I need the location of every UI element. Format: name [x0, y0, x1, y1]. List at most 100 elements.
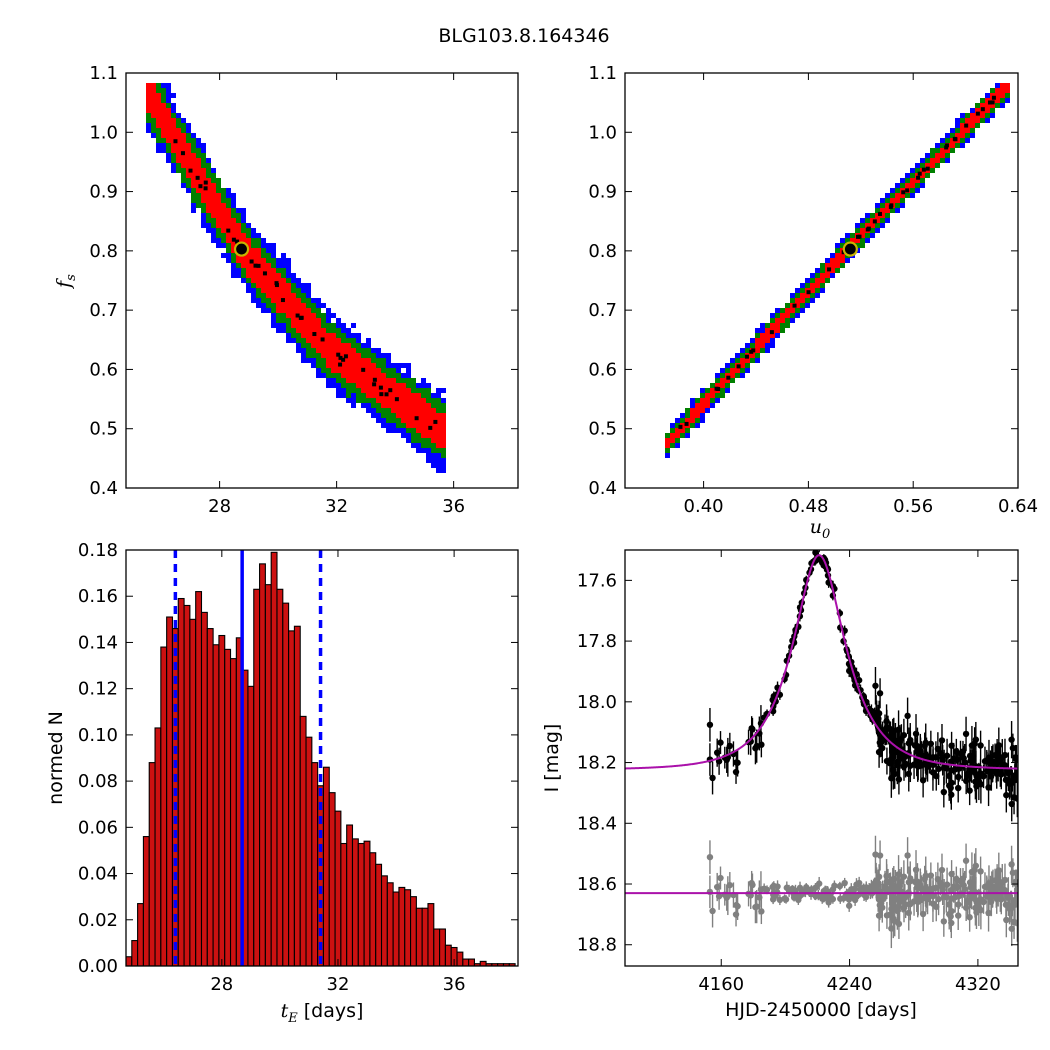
residual-point	[913, 883, 921, 891]
data-point	[902, 760, 909, 768]
panel-tE-vs-fs: 28 32 36 0.4 0.5 0.6 0.7 0.8 0.9 1.0 1.1 fs	[53, 63, 519, 517]
data-point	[985, 784, 992, 791]
histogram-bar	[508, 963, 516, 966]
data-point	[717, 739, 724, 746]
residual-point	[841, 879, 848, 887]
residual-point	[860, 884, 867, 891]
data-point	[905, 770, 912, 778]
histogram-bar	[305, 736, 313, 966]
y-tick-label: 17.8	[577, 631, 617, 652]
data-point	[876, 690, 884, 697]
y-axis-label: fs	[53, 274, 79, 290]
data-point	[713, 749, 721, 756]
residual-point	[865, 885, 873, 892]
residual-point	[782, 896, 790, 903]
y-tick-label: 0.16	[78, 586, 118, 607]
histogram-bar	[415, 907, 423, 966]
residual-point	[812, 884, 819, 891]
y-tick-label: 0.00	[78, 956, 118, 977]
residual-point	[917, 896, 925, 904]
y-axis-label: I [mag]	[541, 724, 563, 793]
y-tick-label: 18.8	[577, 935, 617, 956]
data-point	[758, 741, 765, 748]
residual-point	[1008, 925, 1015, 932]
data-point	[734, 759, 741, 766]
y-tick-label: 0.7	[588, 300, 617, 321]
confidence-region-sigma1	[146, 83, 446, 448]
residual-point	[758, 908, 765, 915]
data-point	[923, 753, 930, 760]
data-point	[1009, 744, 1017, 752]
residual-point	[879, 904, 886, 911]
histogram-bar	[375, 863, 383, 966]
histogram-bar	[218, 634, 226, 966]
data-point	[879, 744, 886, 752]
residual-point	[757, 886, 765, 893]
x-tick-label: 4320	[955, 974, 1001, 995]
y-tick-label: 0.08	[78, 771, 118, 792]
data-point	[883, 724, 891, 731]
data-point	[917, 762, 925, 769]
data-point	[962, 730, 970, 738]
data-point	[872, 682, 879, 689]
x-tick-label: 4160	[698, 974, 744, 995]
histogram-bar	[462, 958, 470, 966]
data-point	[968, 742, 976, 749]
residual-point	[851, 896, 859, 904]
residual-point	[968, 868, 976, 876]
histogram-bar	[212, 644, 220, 966]
histogram-bar	[328, 792, 336, 966]
data-point	[875, 710, 883, 717]
x-tick-label: 32	[325, 496, 348, 517]
histogram-bar	[398, 886, 406, 966]
data-point	[904, 712, 911, 720]
data-point	[1004, 769, 1012, 777]
y-tick-label: 0.5	[588, 419, 617, 440]
y-tick-label: 0.14	[78, 632, 118, 653]
histogram-bar	[392, 891, 400, 966]
data-point	[938, 737, 946, 744]
y-tick-label: 18.0	[577, 692, 617, 713]
residual-point	[709, 907, 716, 915]
histogram-bar	[433, 928, 441, 966]
best-fit-samples	[173, 139, 438, 430]
histogram-bar	[468, 958, 475, 966]
percentile-lines	[173, 550, 323, 966]
residual-point	[837, 895, 844, 902]
histogram-bar	[264, 584, 272, 966]
y-tick-label: 0.8	[89, 241, 118, 262]
data-point	[940, 788, 948, 796]
x-tick-label: 0.64	[998, 496, 1038, 517]
histogram-bar	[200, 611, 208, 966]
residual-point	[706, 888, 714, 896]
residual-point	[904, 852, 911, 859]
residual-point	[717, 874, 724, 882]
residual-point	[901, 894, 909, 902]
data-point	[957, 750, 964, 757]
histogram-bar	[311, 762, 319, 966]
residual-point	[948, 895, 955, 902]
histogram-bar	[421, 907, 429, 966]
histogram-bar	[322, 766, 330, 966]
data-point	[927, 740, 935, 747]
histogram-bar	[177, 597, 185, 966]
histogram-bar	[369, 852, 377, 966]
x-tick-label: 36	[442, 496, 465, 517]
histogram-bar	[363, 840, 371, 966]
residual-point	[938, 866, 946, 874]
residual-point	[1008, 861, 1015, 868]
histogram-bar	[154, 727, 162, 966]
data-point	[709, 774, 716, 782]
data-point	[993, 770, 1000, 777]
axes-frame	[125, 549, 519, 967]
histogram-bar	[137, 903, 144, 966]
x-axis-label: u0	[810, 516, 831, 542]
data-point	[948, 767, 955, 774]
histogram-bar	[142, 836, 150, 966]
axes-frame	[624, 72, 1019, 489]
residual-point	[993, 895, 1000, 903]
residual-point	[812, 892, 819, 900]
residual-point	[713, 883, 721, 891]
x-tick-label: 28	[210, 974, 233, 995]
